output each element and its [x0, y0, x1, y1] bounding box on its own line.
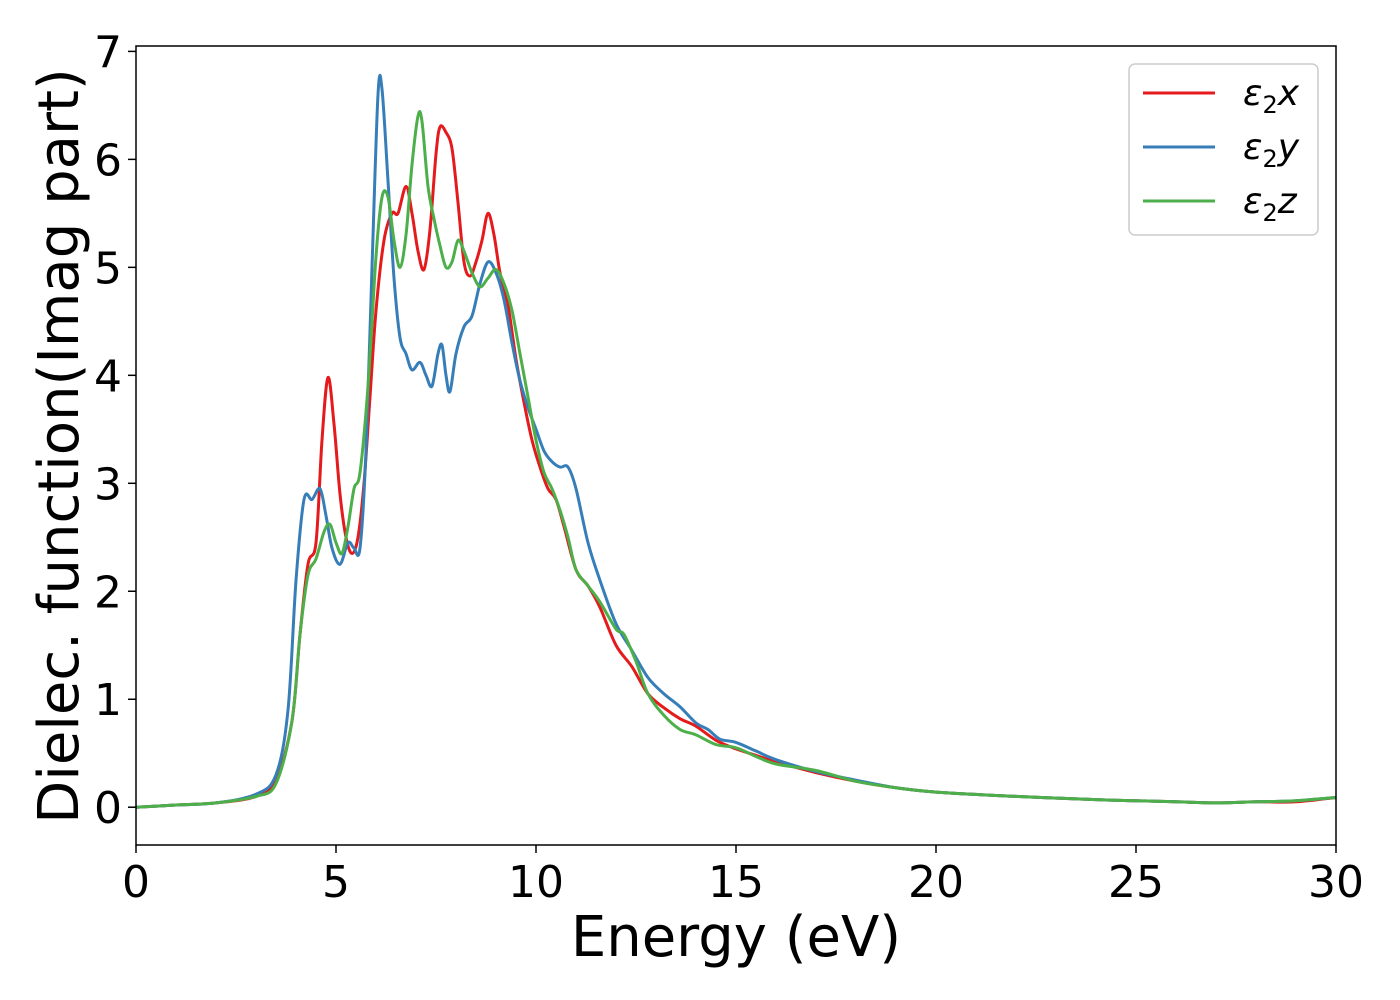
x-axis-ticks: 0 5 10 15 20 25 30: [122, 845, 1364, 908]
series-line-1: [135, 124, 1337, 809]
x-tick-label: 15: [708, 857, 764, 908]
y-axis-ticks: 0 1 2 3 4 5 6 7: [94, 27, 136, 834]
legend-label: ε2y: [1243, 127, 1300, 173]
x-tick-label: 25: [1108, 857, 1164, 908]
y-tick-label: 5: [94, 243, 122, 294]
y-tick-label: 3: [94, 459, 122, 510]
y-tick-label: 4: [94, 351, 122, 402]
x-tick-label: 20: [908, 857, 964, 908]
x-axis-title: Energy (eV): [571, 905, 901, 970]
series-layer: [135, 73, 1337, 809]
x-tick-label: 30: [1308, 857, 1364, 908]
y-tick-label: 7: [94, 27, 122, 78]
legend-label: ε2z: [1243, 181, 1298, 227]
y-tick-label: 0: [94, 783, 122, 834]
legend-label: ε2x: [1243, 73, 1300, 119]
y-tick-label: 1: [94, 675, 122, 726]
x-tick-label: 10: [508, 857, 564, 908]
x-tick-label: 5: [322, 857, 350, 908]
legend: ε2x ε2y ε2z: [1128, 63, 1319, 236]
y-tick-label: 6: [94, 135, 122, 186]
y-tick-label: 2: [94, 567, 122, 618]
legend-box: [1128, 63, 1319, 236]
x-tick-label: 0: [122, 857, 150, 908]
y-axis-title: Dielec. function(Imag part): [27, 68, 92, 824]
series-line-3: [135, 110, 1337, 809]
